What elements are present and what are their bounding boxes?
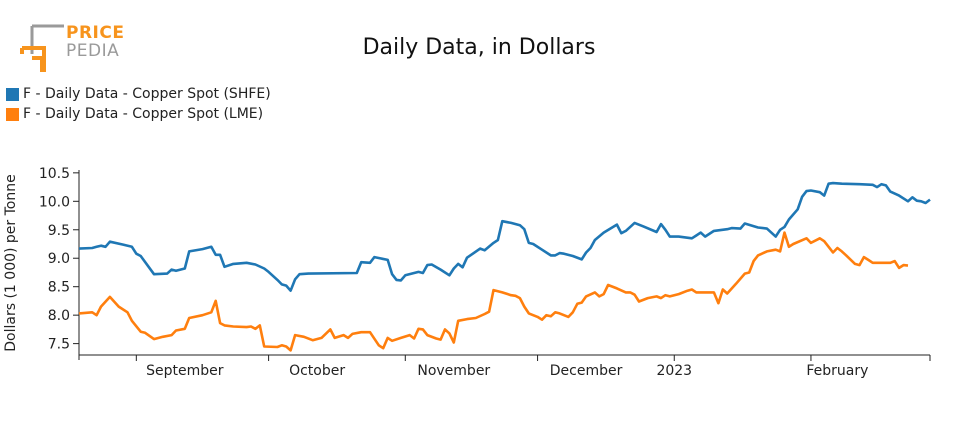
series-line-lme: [78, 231, 909, 352]
y-tick-label: 10.0: [39, 194, 70, 210]
y-tick-label: 9.0: [48, 251, 70, 267]
y-tick-label: 8.0: [48, 308, 70, 324]
logo-mark-icon: [20, 24, 64, 72]
x-tick-label: October: [289, 363, 345, 379]
y-tick-label: 9.5: [48, 223, 70, 239]
logo-text-price: PRICE: [66, 23, 125, 43]
y-axis-label: Dollars (1 000) per Tonne: [3, 174, 19, 351]
legend-item-lme[interactable]: F - Daily Data - Copper Spot (LME): [6, 104, 271, 124]
series-line-shfe: [78, 181, 931, 292]
x-tick-label: September: [146, 363, 224, 379]
x-tick-label: November: [417, 363, 490, 379]
y-tick-label: 8.5: [48, 280, 70, 296]
x-tick-label: 2023: [656, 363, 692, 379]
legend-swatch-shfe: [6, 87, 19, 101]
pricepedia-logo: PRICE PEDIA: [18, 24, 128, 76]
legend-label-shfe: F - Daily Data - Copper Spot (SHFE): [23, 86, 271, 102]
legend-item-shfe[interactable]: F - Daily Data - Copper Spot (SHFE): [6, 84, 271, 104]
legend-swatch-lme: [6, 107, 19, 121]
chart-legend: F - Daily Data - Copper Spot (SHFE) F - …: [6, 84, 271, 124]
legend-label-lme: F - Daily Data - Copper Spot (LME): [23, 106, 264, 122]
x-tick-label: February: [806, 363, 868, 379]
logo-text-pedia: PEDIA: [66, 41, 120, 61]
plot-area: 7.5 8.0 8.5 9.0 9.5 10.0 10.5 September October N…: [39, 166, 931, 379]
y-tick-label: 7.5: [48, 337, 70, 353]
y-tick-label: 10.5: [39, 166, 70, 182]
x-tick-label: December: [550, 363, 623, 379]
chart-title: Daily Data, in Dollars: [363, 35, 596, 60]
